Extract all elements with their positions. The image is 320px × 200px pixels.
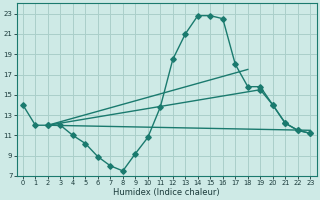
X-axis label: Humidex (Indice chaleur): Humidex (Indice chaleur) [113, 188, 220, 197]
